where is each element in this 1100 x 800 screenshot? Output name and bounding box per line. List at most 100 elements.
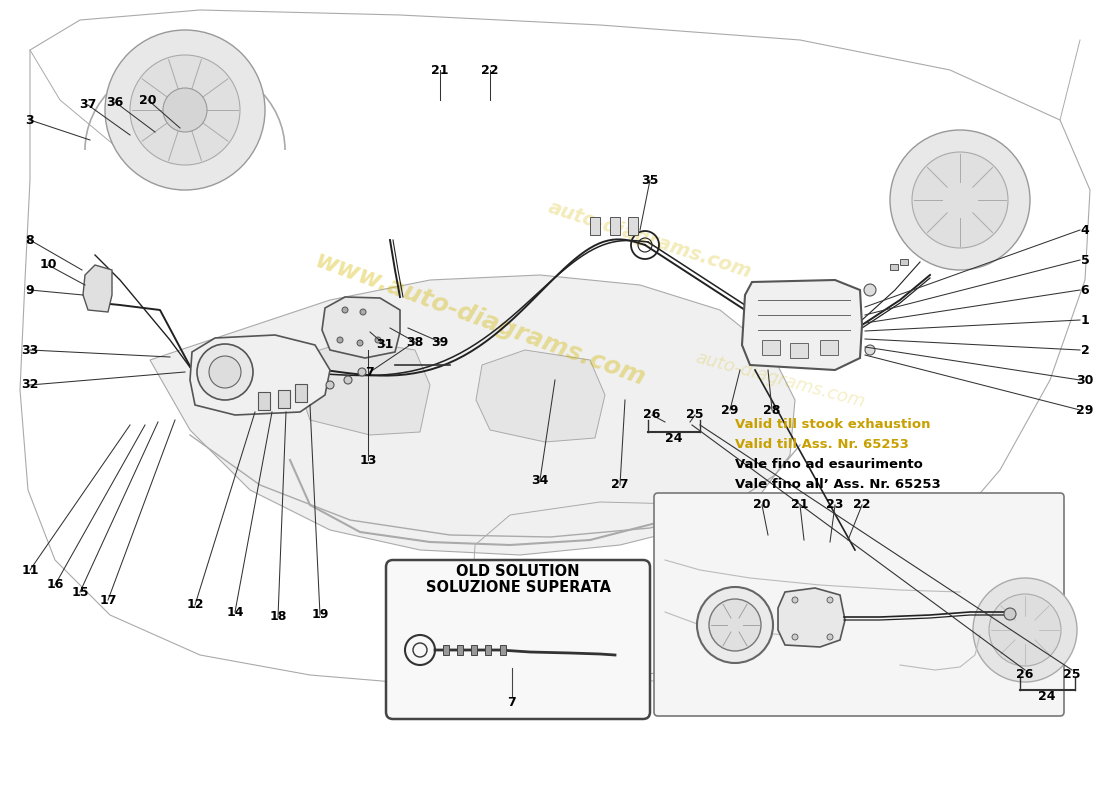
Text: 6: 6	[1080, 283, 1089, 297]
Text: Vale fino all’ Ass. Nr. 65253: Vale fino all’ Ass. Nr. 65253	[735, 478, 940, 491]
Text: 3: 3	[25, 114, 34, 126]
Text: www.auto-diagrams.com: www.auto-diagrams.com	[311, 249, 649, 391]
FancyBboxPatch shape	[654, 493, 1064, 716]
Polygon shape	[298, 340, 430, 435]
Circle shape	[912, 152, 1008, 248]
Text: 11: 11	[21, 563, 38, 577]
Circle shape	[197, 344, 253, 400]
Text: Vale fino ad esaurimento: Vale fino ad esaurimento	[735, 458, 923, 471]
Bar	[890, 264, 898, 270]
Text: 21: 21	[431, 63, 449, 77]
Circle shape	[827, 597, 833, 603]
Text: Valid till stook exhaustion: Valid till stook exhaustion	[735, 418, 931, 431]
Bar	[590, 217, 600, 235]
Circle shape	[890, 130, 1030, 270]
Bar	[443, 645, 449, 655]
Text: 30: 30	[1076, 374, 1093, 386]
Text: 26: 26	[644, 409, 661, 422]
Text: 35: 35	[641, 174, 659, 186]
Text: 9: 9	[25, 283, 34, 297]
Circle shape	[974, 578, 1077, 682]
Text: 15: 15	[72, 586, 89, 598]
Text: 28: 28	[763, 403, 781, 417]
Text: 24: 24	[666, 432, 683, 445]
Circle shape	[344, 376, 352, 384]
Text: 20: 20	[140, 94, 156, 106]
Text: 16: 16	[46, 578, 64, 591]
Text: SOLUZIONE SUPERATA: SOLUZIONE SUPERATA	[426, 579, 610, 594]
Text: 29: 29	[722, 403, 739, 417]
Text: 22: 22	[854, 498, 871, 511]
Circle shape	[163, 88, 207, 132]
Text: 13: 13	[360, 454, 376, 466]
Text: 8: 8	[25, 234, 34, 246]
Bar	[456, 645, 463, 655]
Text: 39: 39	[431, 335, 449, 349]
Bar	[628, 217, 638, 235]
Bar	[500, 645, 506, 655]
Circle shape	[792, 634, 798, 640]
Text: 7: 7	[365, 366, 374, 378]
Bar	[820, 340, 838, 355]
Text: 4: 4	[1080, 223, 1089, 237]
Polygon shape	[322, 297, 400, 358]
Polygon shape	[190, 335, 330, 415]
Text: 26: 26	[1016, 668, 1034, 681]
Circle shape	[104, 30, 265, 190]
Text: 17: 17	[99, 594, 117, 606]
Text: 2: 2	[1080, 343, 1089, 357]
Circle shape	[827, 634, 833, 640]
Text: 14: 14	[227, 606, 244, 618]
Circle shape	[1004, 608, 1016, 620]
Text: OLD SOLUTION: OLD SOLUTION	[456, 565, 580, 579]
Circle shape	[326, 381, 334, 389]
Circle shape	[360, 309, 366, 315]
Circle shape	[337, 337, 343, 343]
Text: 37: 37	[79, 98, 97, 111]
Circle shape	[697, 587, 773, 663]
Text: 10: 10	[40, 258, 57, 271]
Polygon shape	[150, 275, 795, 555]
Polygon shape	[82, 265, 112, 312]
Circle shape	[375, 337, 381, 343]
Text: 24: 24	[1038, 690, 1056, 703]
Text: 38: 38	[406, 335, 424, 349]
Circle shape	[792, 597, 798, 603]
Text: auto-diagrams.com: auto-diagrams.com	[693, 349, 867, 411]
Text: 36: 36	[107, 95, 123, 109]
Circle shape	[358, 368, 366, 376]
Bar	[471, 645, 477, 655]
Bar	[278, 390, 290, 408]
Text: 27: 27	[612, 478, 629, 491]
Text: 34: 34	[531, 474, 549, 486]
Bar	[610, 217, 620, 235]
Bar	[900, 259, 908, 265]
Text: 22: 22	[482, 63, 498, 77]
Circle shape	[864, 284, 876, 296]
Circle shape	[358, 340, 363, 346]
Text: 18: 18	[270, 610, 287, 623]
Bar	[790, 343, 808, 358]
Circle shape	[710, 599, 761, 651]
Text: 20: 20	[754, 498, 771, 511]
Text: 25: 25	[686, 409, 704, 422]
Polygon shape	[742, 280, 862, 370]
Text: 12: 12	[186, 598, 204, 611]
Circle shape	[865, 345, 874, 355]
Text: Valid till Ass. Nr. 65253: Valid till Ass. Nr. 65253	[735, 438, 909, 451]
Circle shape	[342, 307, 348, 313]
FancyBboxPatch shape	[386, 560, 650, 719]
Bar	[485, 645, 491, 655]
Circle shape	[989, 594, 1062, 666]
Text: 21: 21	[791, 498, 808, 511]
Text: 31: 31	[376, 338, 394, 351]
Text: 32: 32	[21, 378, 38, 391]
Polygon shape	[778, 588, 845, 647]
Text: 1: 1	[1080, 314, 1089, 326]
Text: 25: 25	[1064, 668, 1080, 681]
Bar	[295, 384, 307, 402]
Bar	[762, 340, 780, 355]
Text: 7: 7	[507, 695, 516, 709]
Text: 19: 19	[311, 609, 329, 622]
Text: 33: 33	[21, 343, 38, 357]
